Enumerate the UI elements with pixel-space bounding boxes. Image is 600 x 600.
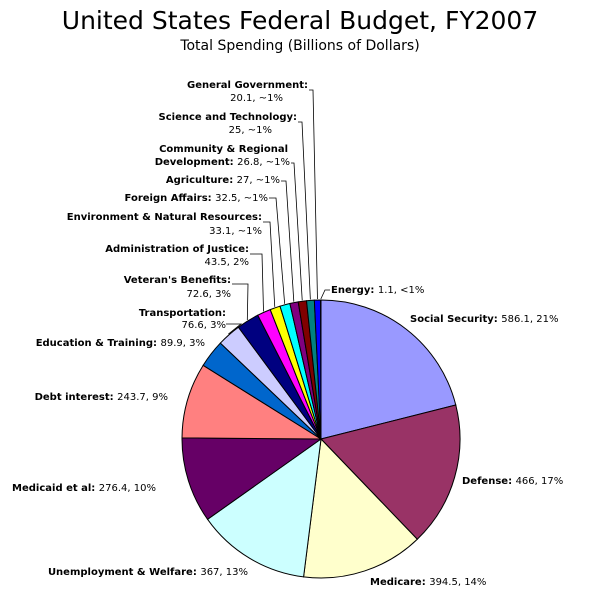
- slice-label-administration-of-justice: Administration of Justice: 43.5, 2%: [105, 244, 249, 268]
- pie-slices: [181, 299, 461, 579]
- slice-label-debt-interest: Debt interest: 243.7, 9%: [35, 392, 168, 403]
- slice-label-transportation: Transportation: 76.6, 3%: [139, 308, 226, 331]
- slice-label-community-regional-development: Community & Regional Development: 26.8, ~…: [155, 144, 290, 168]
- slice-label-social-security: Social Security: 586.1, 21%: [410, 314, 558, 325]
- chart-title: United States Federal Budget, FY2007: [62, 6, 538, 35]
- pie-slice-social-security: [320, 299, 457, 440]
- slice-label-unemployment-welfare: Unemployment & Welfare: 367, 13%: [48, 567, 248, 578]
- leader-lines: [226, 89, 330, 335]
- slice-label-general-government: General Government: 20.1, ~1%: [187, 80, 308, 104]
- slice-label-veteran-s-benefits: Veteran's Benefits: 72.6, 3%: [124, 275, 231, 300]
- slice-labels: Social Security: 586.1, 21% Defense: 466,…: [12, 80, 563, 588]
- slice-label-agriculture: Agriculture: 27, ~1%: [166, 175, 280, 186]
- pie-slice-medicare: [303, 437, 419, 579]
- leader-line-transportation: [226, 323, 243, 335]
- leader-line-foreign-affairs: [269, 197, 286, 304]
- slice-label-energy: Energy: 1.1, <1%: [331, 285, 424, 296]
- leader-line-veteran-s-benefits: [232, 283, 249, 320]
- pie-slice-defense: [320, 404, 461, 540]
- pie-slice-medicaid-et-al: [181, 437, 323, 521]
- leader-line-environment-natural-resources: [263, 221, 276, 307]
- slice-label-defense: Defense: 466, 17%: [462, 476, 563, 487]
- leader-line-energy: [320, 289, 330, 300]
- slice-label-medicaid-et-al: Medicaid et al: 276.4, 10%: [12, 483, 156, 494]
- chart-subtitle: Total Spending (Billions of Dollars): [179, 38, 419, 54]
- leader-line-science-and-technology: [298, 121, 311, 300]
- leader-line-general-government: [309, 89, 318, 300]
- pie-slice-unemployment-welfare: [206, 437, 322, 578]
- leader-line-administration-of-justice: [250, 253, 264, 312]
- slice-label-education-training: Education & Training: 89.9, 3%: [36, 338, 205, 349]
- slice-label-environment-natural-resources: Environment & Natural Resources: 33.1, ~1…: [67, 212, 262, 237]
- slice-label-foreign-affairs: Foreign Affairs: 32.5, ~1%: [125, 193, 268, 204]
- slice-label-science-and-technology: Science and Technology: 25, ~1%: [159, 112, 297, 136]
- leader-line-agriculture: [281, 180, 295, 302]
- leader-line-community-regional-development: [291, 162, 303, 301]
- slice-label-medicare: Medicare: 394.5, 14%: [370, 577, 486, 588]
